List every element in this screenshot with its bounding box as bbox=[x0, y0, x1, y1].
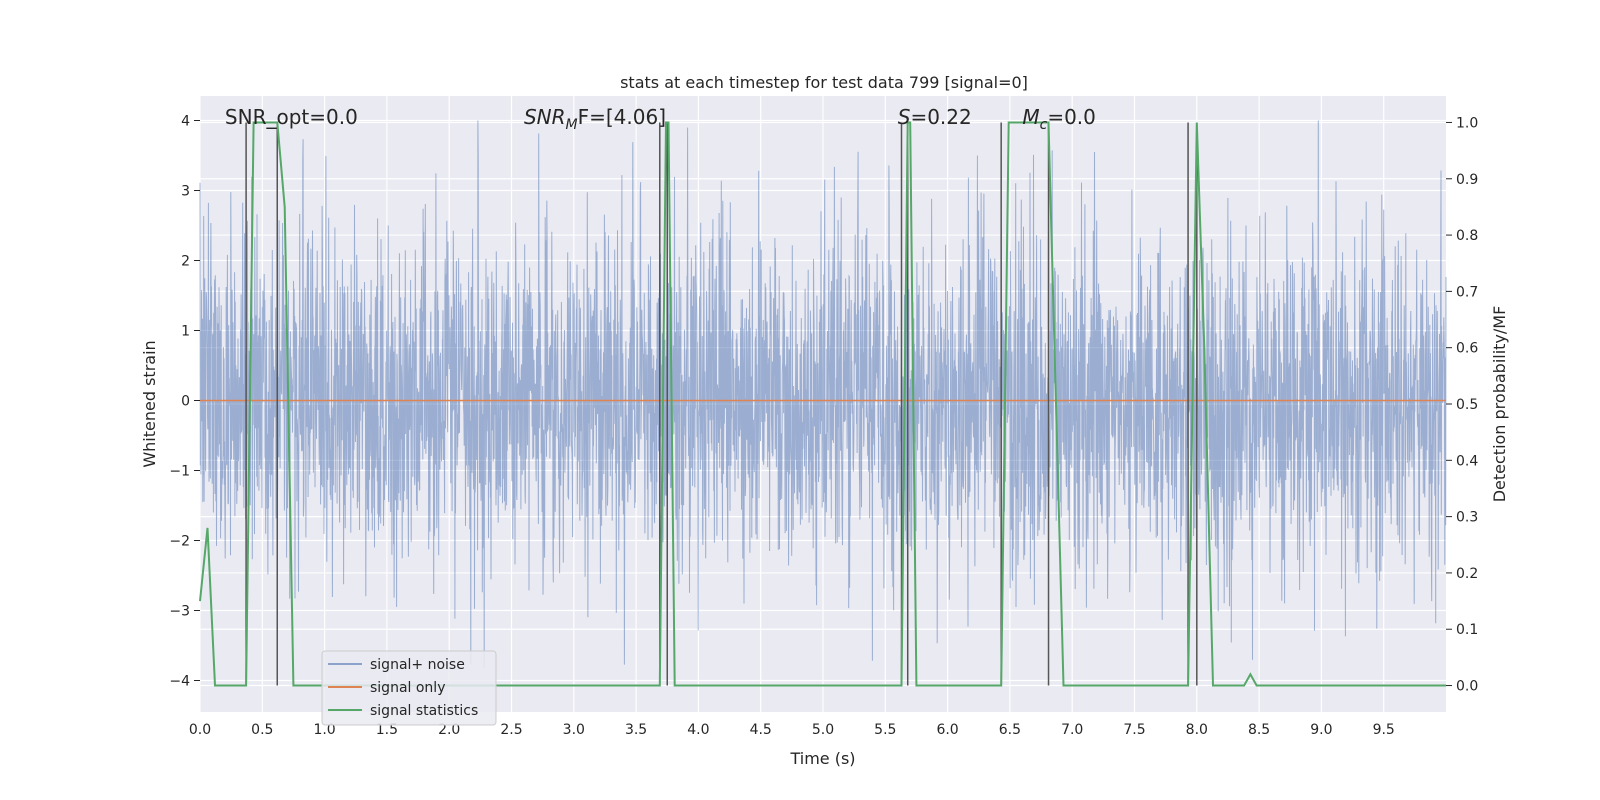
y2-axis-ticks: 1.0 0.9 0.8 0.7 0.6 0.5 0.4 0.3 0.2 0.1 0.0 bbox=[1446, 115, 1478, 695]
y-tick-label: 3 bbox=[181, 184, 190, 200]
x-tick-label: 9.0 bbox=[1310, 722, 1332, 738]
vertical-markers bbox=[245, 122, 1198, 686]
annotation-text: SNR_opt=0.0 bbox=[225, 105, 358, 129]
legend: signal+ noise signal only signal statist… bbox=[321, 650, 497, 726]
annotations: SNR_opt=0.0 SNRMF=[4.06] S=0.22 Mc=0.0 bbox=[225, 105, 1096, 133]
signal-statistics-line bbox=[199, 121, 1446, 687]
x-tick-label: 1.0 bbox=[313, 722, 335, 738]
x-tick-label: 6.0 bbox=[936, 722, 958, 738]
annotation-text: SNRMF=[4.06] bbox=[524, 105, 666, 133]
x-tick-label: 8.5 bbox=[1248, 722, 1270, 738]
y-tick-label: −4 bbox=[169, 674, 190, 690]
y2-tick-label: 0.0 bbox=[1456, 679, 1478, 695]
x-tick-label: 0.0 bbox=[189, 722, 211, 738]
y2-tick-label: 0.7 bbox=[1456, 284, 1478, 300]
y-tick-label: 4 bbox=[181, 114, 190, 130]
x-tick-label: 3.5 bbox=[625, 722, 647, 738]
x-tick-label: 5.0 bbox=[812, 722, 834, 738]
noise-trace bbox=[199, 120, 1447, 669]
y-axis-ticks: 4 3 2 1 0 −1 −2 −3 −4 bbox=[169, 114, 200, 690]
y2-tick-label: 0.4 bbox=[1456, 453, 1478, 469]
x-tick-label: 5.5 bbox=[874, 722, 896, 738]
y-tick-label: 2 bbox=[181, 254, 190, 270]
legend-box bbox=[321, 650, 497, 726]
x-tick-label: 0.5 bbox=[251, 722, 273, 738]
y2-tick-label: 0.3 bbox=[1456, 510, 1478, 526]
y2-tick-label: 1.0 bbox=[1456, 115, 1478, 131]
legend-label-noise: signal+ noise bbox=[370, 657, 465, 673]
x-tick-label: 7.0 bbox=[1061, 722, 1083, 738]
y-tick-label: −1 bbox=[169, 464, 190, 480]
y2-tick-label: 0.2 bbox=[1456, 566, 1478, 582]
x-tick-label: 3.0 bbox=[563, 722, 585, 738]
signal-statistics-series bbox=[199, 121, 1446, 687]
annotation-text: S=0.22 bbox=[898, 105, 972, 129]
legend-label-stats: signal statistics bbox=[370, 703, 478, 719]
y2-tick-label: 0.1 bbox=[1456, 622, 1478, 638]
x-tick-label: 2.5 bbox=[500, 722, 522, 738]
y-tick-label: −2 bbox=[169, 534, 190, 550]
y-tick-label: 0 bbox=[181, 394, 190, 410]
x-tick-label: 6.5 bbox=[999, 722, 1021, 738]
x-tick-label: 2.0 bbox=[438, 722, 460, 738]
x-tick-label: 4.0 bbox=[687, 722, 709, 738]
x-tick-label: 9.5 bbox=[1373, 722, 1395, 738]
chart-title: stats at each timestep for test data 799… bbox=[620, 73, 1028, 92]
y2-tick-label: 0.6 bbox=[1456, 341, 1478, 357]
y2-tick-label: 0.9 bbox=[1456, 172, 1478, 188]
x-axis-label: Time (s) bbox=[789, 749, 855, 768]
x-axis-ticks: 0.0 0.5 1.0 1.5 2.0 2.5 3.0 3.5 4.0 4.5 5.0 5.5 6.0 6… bbox=[189, 722, 1395, 738]
y2-tick-label: 0.5 bbox=[1456, 397, 1478, 413]
noise-series bbox=[199, 120, 1447, 669]
y2-axis-label: Detection probability/MF bbox=[1490, 306, 1509, 503]
y-tick-label: 1 bbox=[181, 324, 190, 340]
y-tick-label: −3 bbox=[169, 604, 190, 620]
y2-tick-label: 0.8 bbox=[1456, 228, 1478, 244]
y-axis-label: Whitened strain bbox=[140, 340, 159, 467]
x-tick-label: 8.0 bbox=[1186, 722, 1208, 738]
annotation-text: Mc=0.0 bbox=[1022, 105, 1096, 133]
legend-label-signal: signal only bbox=[370, 680, 445, 696]
x-tick-label: 7.5 bbox=[1123, 722, 1145, 738]
x-tick-label: 1.5 bbox=[376, 722, 398, 738]
x-tick-label: 4.5 bbox=[750, 722, 772, 738]
